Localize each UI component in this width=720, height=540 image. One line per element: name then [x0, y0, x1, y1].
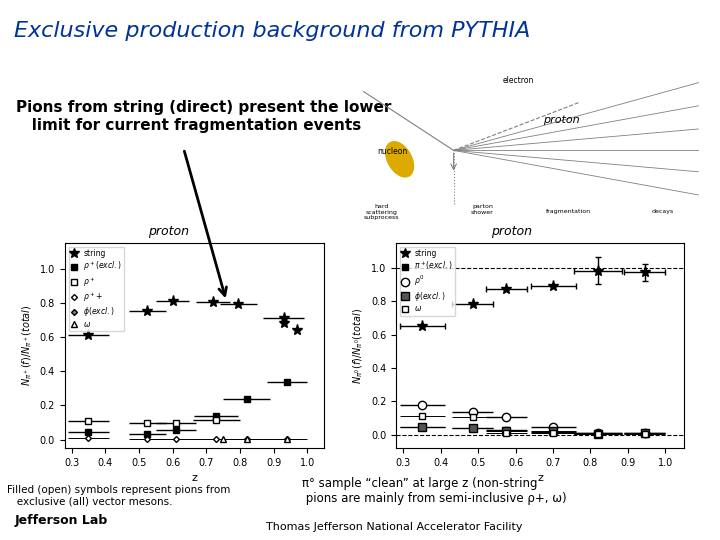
- Y-axis label: $N_{\pi^0}(f)/N_{\pi^0}(total)$: $N_{\pi^0}(f)/N_{\pi^0}(total)$: [352, 308, 365, 383]
- X-axis label: z: z: [192, 474, 197, 483]
- Text: Thomas Jefferson National Accelerator Facility: Thomas Jefferson National Accelerator Fa…: [266, 522, 523, 531]
- Text: Exclusive production background from PYTHIA: Exclusive production background from PYT…: [14, 21, 531, 41]
- Text: proton: proton: [491, 225, 531, 238]
- Text: proton: proton: [148, 225, 189, 238]
- Text: Pions from string (direct) present the lower
   limit for current fragmentation : Pions from string (direct) present the l…: [16, 100, 391, 133]
- Ellipse shape: [386, 141, 413, 177]
- Legend: string, $\pi^+(excl.)$, $\rho^0$, $\phi(excl.)$, $\omega$: string, $\pi^+(excl.)$, $\rho^0$, $\phi(…: [400, 247, 455, 315]
- Text: nucleon: nucleon: [377, 147, 408, 156]
- Legend: string, $\rho^+(excl.)$, $\rho^+$, $\rho^+$+, $\phi(excl.)$, $\omega$: string, $\rho^+(excl.)$, $\rho^+$, $\rho…: [68, 247, 125, 331]
- X-axis label: z: z: [537, 474, 543, 483]
- Text: π° sample “clean” at large z (non-string
 pions are mainly from semi-inclusive ρ: π° sample “clean” at large z (non-string…: [302, 477, 567, 505]
- Text: decays: decays: [652, 209, 673, 214]
- Text: parton
shower: parton shower: [471, 204, 494, 214]
- Text: proton: proton: [544, 114, 580, 125]
- Text: fragmentation: fragmentation: [546, 209, 591, 214]
- Text: electron: electron: [503, 76, 534, 85]
- Y-axis label: $N_{\pi^+}(f)/N_{\pi^+}(total)$: $N_{\pi^+}(f)/N_{\pi^+}(total)$: [21, 305, 34, 387]
- Text: Jefferson Lab: Jefferson Lab: [14, 515, 108, 528]
- Text: Filled (open) symbols represent pions from
   exclusive (all) vector mesons.: Filled (open) symbols represent pions fr…: [7, 485, 230, 507]
- Text: hard
scattering
subprocess: hard scattering subprocess: [364, 204, 400, 220]
